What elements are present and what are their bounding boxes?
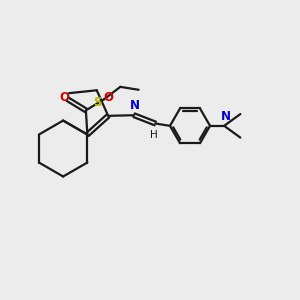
Text: O: O xyxy=(103,91,113,104)
Text: N: N xyxy=(130,99,140,112)
Text: H: H xyxy=(150,130,158,140)
Text: N: N xyxy=(221,110,231,123)
Text: S: S xyxy=(93,96,102,109)
Text: O: O xyxy=(59,91,69,104)
